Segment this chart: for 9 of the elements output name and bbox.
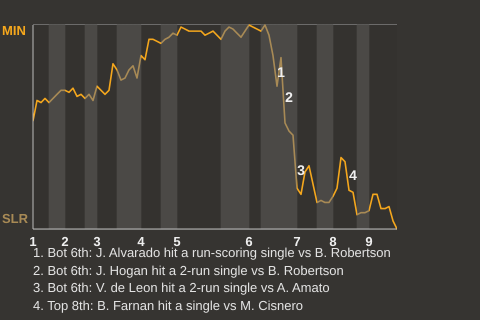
annotation: 1 [276,63,286,81]
text: MIN [2,23,26,38]
annotation: 2 [284,88,294,106]
text: 4. Top 8th: B. Farnan hit a single vs M. Cisnero [33,296,304,314]
annotation: 4 [348,166,358,184]
text: 3. Bot 6th: V. de Leon hit a 2-run single vs A. Amato [33,279,331,296]
text: SLR [2,211,28,226]
annotation: 3 [296,161,306,179]
text: 2. Bot 6th: J. Hogan hit a 2-run single vs B. Robertson [33,262,345,279]
